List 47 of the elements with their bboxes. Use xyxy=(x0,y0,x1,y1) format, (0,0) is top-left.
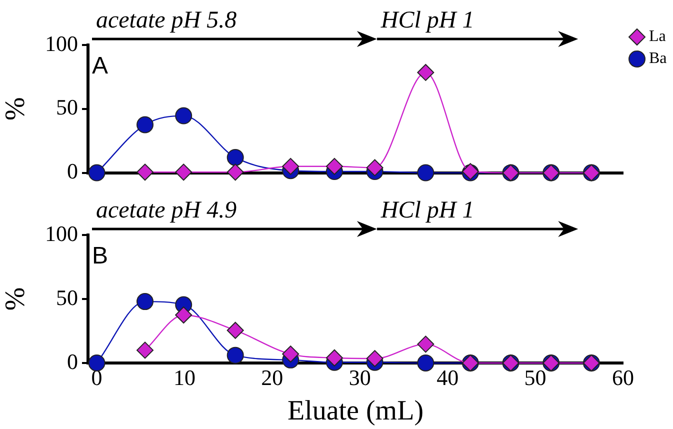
x-axis-title: Eluate (mL) xyxy=(287,396,424,427)
point xyxy=(326,158,343,175)
point xyxy=(366,159,384,176)
point xyxy=(282,158,300,175)
point xyxy=(175,306,192,324)
annotation: B xyxy=(92,242,108,270)
y-tick-label: 0 xyxy=(67,348,78,374)
x-tick-label: 40 xyxy=(436,364,459,390)
point xyxy=(88,164,106,182)
point xyxy=(136,342,154,359)
y-tick-label: 50 xyxy=(56,284,78,310)
y-axis-title: % xyxy=(0,97,32,121)
y-tick-label: 50 xyxy=(56,94,78,120)
x-tick-label: 0 xyxy=(91,364,102,390)
y-tick-label: 100 xyxy=(45,30,78,56)
point xyxy=(136,164,154,181)
point xyxy=(136,116,154,134)
point xyxy=(226,346,244,364)
text: HCl pH 1 xyxy=(380,197,474,224)
x-tick-label: 10 xyxy=(173,364,196,390)
y-axis-title: % xyxy=(0,287,32,311)
point xyxy=(136,293,154,310)
x-tick-label: 60 xyxy=(612,364,634,390)
point xyxy=(417,64,434,81)
x-tick-label: 30 xyxy=(348,364,371,390)
point xyxy=(282,346,300,363)
point xyxy=(417,164,434,182)
point xyxy=(226,148,244,166)
x-tick-label: 20 xyxy=(261,364,284,390)
text: acetate pH 4.9 xyxy=(96,197,237,224)
point xyxy=(226,322,244,339)
x-tick-label: 50 xyxy=(524,364,546,390)
point xyxy=(326,349,343,366)
point xyxy=(88,354,106,372)
text: HCl pH 1 xyxy=(380,7,474,34)
text: acetate pH 5.8 xyxy=(96,7,237,34)
point xyxy=(226,164,244,181)
annotation: A xyxy=(92,52,108,80)
legend-label: La xyxy=(649,28,666,46)
y-tick-label: 0 xyxy=(67,158,78,184)
point xyxy=(417,336,434,353)
y-tick-label: 100 xyxy=(45,220,78,246)
point xyxy=(175,164,192,181)
point xyxy=(366,350,384,368)
point xyxy=(417,354,434,372)
point xyxy=(175,107,192,124)
legend-label: Ba xyxy=(649,50,667,68)
